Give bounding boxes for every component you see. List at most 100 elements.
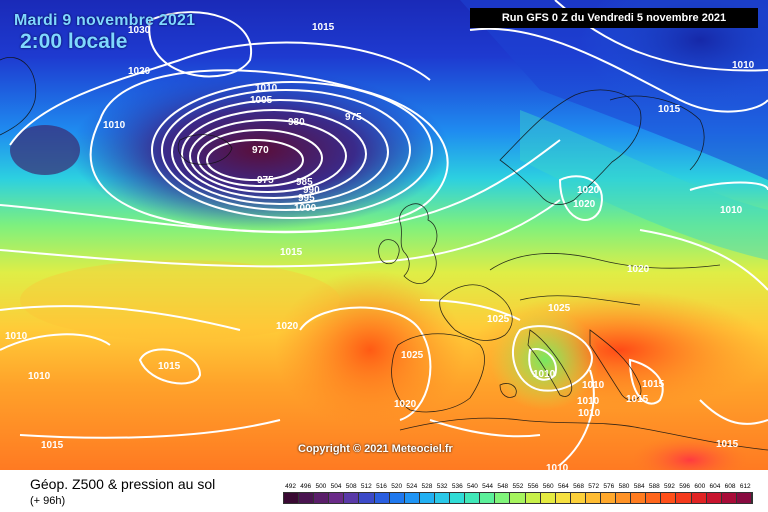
- isobar-label: 1020: [394, 399, 417, 410]
- isobar-label: 1010: [546, 463, 569, 470]
- scale-swatch: [465, 493, 481, 503]
- scale-tick-label: 536: [451, 483, 463, 490]
- scale-swatch: [661, 493, 677, 503]
- isobar-label: 1010: [5, 331, 28, 342]
- isobar-label: 1015: [716, 439, 739, 450]
- isobar-label: 1010: [255, 83, 278, 94]
- scale-tick-label: 492: [285, 483, 296, 490]
- scale-tick-label: 576: [603, 483, 615, 490]
- scale-tick-label: 516: [376, 483, 387, 490]
- isobar-label: 1015: [626, 394, 649, 405]
- isobar-label: 1025: [401, 350, 424, 361]
- scale-swatch: [284, 493, 300, 503]
- forecast-time: 2:00 locale: [20, 30, 128, 53]
- isobar-label: 1020: [577, 185, 600, 196]
- copyright-notice: Copyright © 2021 Meteociel.fr: [298, 443, 453, 455]
- scale-swatch: [631, 493, 647, 503]
- scale-tick-label: 548: [497, 483, 509, 490]
- scale-tick-label: 612: [739, 483, 751, 490]
- scale-swatch: [510, 493, 526, 503]
- color-scale-labels: 492 496 500 504 508 512 516 520 524 528 532 536 540 5…: [283, 482, 753, 492]
- isobar-label: 975: [257, 175, 274, 186]
- isobar-label: 1020: [573, 199, 596, 210]
- isobar-label: 1015: [312, 22, 335, 33]
- isobar-label: 1020: [276, 321, 299, 332]
- model-run-label: Run GFS 0 Z du Vendredi 5 novembre 2021: [470, 8, 758, 28]
- weather-map: 1030 1020 1015 1010 1005 1010 970 980 97…: [0, 0, 768, 470]
- isobar-label: 1020: [627, 264, 650, 275]
- scale-swatch: [329, 493, 345, 503]
- scale-tick-label: 512: [360, 483, 372, 490]
- isobar-label: 1030: [128, 25, 151, 36]
- scale-tick-label: 600: [694, 483, 706, 490]
- scale-tick-label: 500: [315, 483, 327, 490]
- isobar-label: 985: [296, 177, 313, 188]
- scale-swatch: [676, 493, 692, 503]
- forecast-offset: (+ 96h): [30, 495, 66, 507]
- isobar-label: 1015: [642, 379, 665, 390]
- scale-tick-label: 604: [709, 483, 721, 490]
- scale-tick-label: 496: [300, 483, 312, 490]
- map-title: Géop. Z500 & pression au sol: [30, 476, 216, 492]
- scale-swatch: [600, 493, 617, 503]
- scale-swatch: [646, 493, 662, 503]
- isobar-label: 1010: [732, 60, 755, 71]
- isobar-label: 1020: [128, 66, 151, 77]
- scale-swatch: [555, 493, 571, 503]
- scale-tick-label: 560: [542, 483, 554, 490]
- scale-tick-label: 556: [527, 483, 539, 490]
- scale-tick-label: 532: [436, 483, 448, 490]
- isobar-label: 1010: [582, 380, 605, 391]
- scale-tick-label: 596: [679, 483, 691, 490]
- scale-swatch: [495, 493, 511, 503]
- scale-swatch: [540, 493, 556, 503]
- scale-swatch: [616, 493, 632, 503]
- isobar-label: 1025: [548, 303, 571, 314]
- scale-tick-label: 540: [467, 483, 478, 490]
- scale-swatch: [706, 493, 722, 503]
- scale-tick-label: 508: [345, 483, 357, 490]
- scale-tick-label: 572: [588, 483, 600, 490]
- isobar-label: 1010: [578, 408, 601, 419]
- isobar-label: 1015: [280, 247, 303, 258]
- scale-tick-label: 528: [421, 483, 433, 490]
- isobar-label: 980: [288, 117, 305, 128]
- scale-swatch: [434, 493, 451, 503]
- scale-swatch: [359, 493, 375, 503]
- scale-tick-label: 568: [573, 483, 584, 490]
- scale-swatch: [299, 493, 315, 503]
- legend-footer: Géop. Z500 & pression au sol (+ 96h) 492…: [0, 470, 768, 512]
- scale-swatch: [404, 493, 420, 503]
- scale-tick-label: 580: [618, 483, 630, 490]
- isobar-label: 1015: [41, 440, 64, 451]
- scale-swatch: [450, 493, 466, 503]
- color-scale-bar: [283, 492, 753, 504]
- isobar-label: 1000: [294, 203, 317, 214]
- isobar-label: 1005: [250, 95, 273, 106]
- isobar-label: 1010: [533, 369, 556, 380]
- isobar-label: 975: [345, 112, 362, 123]
- isobar-label: 1010: [720, 205, 743, 216]
- scale-tick-label: 608: [724, 483, 736, 490]
- scale-tick-label: 520: [391, 483, 403, 490]
- scale-swatch: [721, 493, 737, 503]
- forecast-date: Mardi 9 novembre 2021: [14, 12, 196, 29]
- isobar-label: 1010: [577, 396, 600, 407]
- isobar-label: 1025: [487, 314, 510, 325]
- isobar-label: 1015: [158, 361, 181, 372]
- scale-swatch: [736, 493, 752, 503]
- scale-tick-label: 564: [557, 483, 569, 490]
- scale-tick-label: 524: [406, 483, 418, 490]
- scale-tick-label: 588: [648, 483, 660, 490]
- isobar-label: 970: [252, 145, 269, 156]
- scale-swatch: [389, 493, 405, 503]
- isobar-label: 990: [303, 185, 320, 196]
- scale-swatch: [585, 493, 601, 503]
- scale-tick-label: 544: [482, 483, 494, 490]
- scale-tick-label: 584: [633, 483, 645, 490]
- color-scale: 492 496 500 504 508 512 516 520 524 528 532 536 540 5…: [283, 482, 753, 508]
- isobar-label: 995: [298, 193, 315, 204]
- scale-tick-label: 552: [512, 483, 524, 490]
- scale-tick-label: 504: [330, 483, 342, 490]
- scale-swatch: [419, 493, 435, 503]
